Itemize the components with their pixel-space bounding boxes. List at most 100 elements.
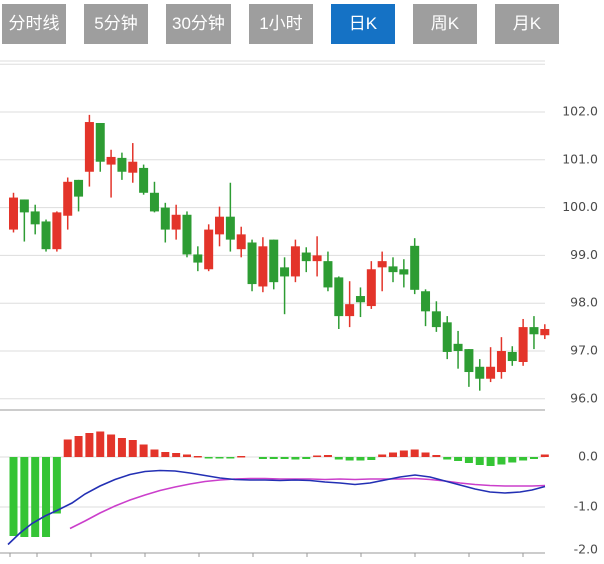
macd-histogram-bar (107, 434, 116, 457)
candle-up (366, 269, 376, 307)
macd-histogram-bar (508, 457, 517, 463)
price-axis-label: 98.0 (570, 295, 598, 310)
price-axis-label: 100.0 (562, 199, 598, 214)
macd-histogram-bar (237, 456, 246, 458)
candle-up (204, 229, 214, 270)
candle-down (399, 269, 409, 275)
candle-down (388, 266, 398, 273)
candle-down (280, 267, 290, 277)
macd-histogram-bar (204, 457, 213, 459)
macd-histogram-bar (52, 457, 61, 514)
macd-histogram-bar (42, 457, 51, 537)
macd-histogram-bar (410, 449, 419, 457)
macd-histogram-bar (540, 454, 549, 457)
macd-histogram-bar (432, 455, 441, 457)
macd-histogram-bar (258, 457, 267, 459)
macd-histogram-bar (193, 456, 202, 458)
candle-up (215, 216, 225, 235)
macd-histogram-bar (226, 457, 235, 459)
tab-5min[interactable]: 5分钟 (84, 4, 148, 44)
macd-histogram-bar (74, 436, 83, 457)
macd-histogram-bar (519, 457, 528, 461)
macd-histogram-bar (63, 439, 72, 457)
candle-down (269, 239, 279, 283)
candle-down (160, 207, 170, 230)
macd-histogram-bar (345, 457, 354, 461)
macd-histogram-bar (9, 457, 18, 536)
tab-1hour[interactable]: 1小时 (248, 4, 313, 44)
candle-down (301, 252, 311, 262)
macd-histogram-bar (454, 457, 463, 461)
candle-down (95, 122, 105, 162)
candle-down (19, 199, 29, 213)
candle-down (182, 214, 192, 255)
price-axis-label: 101.0 (562, 151, 598, 166)
macd-histogram-bar (367, 457, 376, 460)
candle-up (9, 197, 18, 230)
candle-down (355, 296, 365, 303)
macd-histogram-bar (139, 444, 148, 457)
macd-histogram-bar (486, 457, 495, 466)
tab-weekly-k[interactable]: 周K (412, 4, 477, 44)
macd-histogram-bar (497, 457, 506, 465)
candle-up (171, 214, 181, 230)
candle-up (540, 329, 550, 336)
tab-30min[interactable]: 30分钟 (166, 4, 231, 44)
candle-down (475, 366, 485, 379)
price-axis-label: 96.0 (570, 390, 598, 405)
dif-line (7, 469, 546, 546)
candle-down (149, 192, 159, 212)
macd-histogram-bar (96, 431, 105, 457)
macd-histogram-bar (172, 453, 181, 457)
macd-histogram-bar (313, 455, 322, 457)
candle-up (128, 161, 138, 173)
candle-up (312, 255, 322, 262)
macd-histogram-bar (529, 457, 538, 459)
macd-histogram-bar (443, 457, 452, 460)
candle-down (507, 351, 517, 362)
candle-down (30, 211, 40, 225)
candle-up (486, 366, 496, 379)
price-axis-label: 102.0 (562, 104, 598, 119)
candle-down (117, 157, 127, 172)
candle-down (421, 291, 431, 312)
candle-up (236, 234, 246, 250)
macd-histogram-bar (464, 457, 473, 463)
macd-histogram-bar (280, 457, 289, 459)
macd-histogram-bar (399, 450, 408, 457)
macd-histogram-bar (323, 455, 332, 457)
candle-up (63, 181, 73, 216)
candle-up (345, 304, 355, 317)
candle-down (442, 322, 452, 352)
macd-histogram-bar (117, 438, 126, 457)
macd-histogram-bar (302, 457, 311, 459)
tab-daily-k[interactable]: 日K (330, 4, 395, 44)
tab-timeline[interactable]: 分时线 (2, 4, 66, 44)
macd-histogram-bar (215, 457, 224, 459)
macd-histogram-bar (475, 457, 484, 465)
candle-down (74, 179, 84, 197)
candle-up (496, 351, 506, 373)
price-axis-label: 97.0 (570, 343, 598, 358)
candle-up (258, 246, 268, 287)
macd-histogram-bar (356, 457, 365, 461)
candle-up (106, 156, 116, 165)
macd-histogram-bar (85, 433, 94, 457)
macd-histogram-bar (421, 452, 430, 457)
candle-down (453, 343, 463, 351)
macd-histogram-bar (161, 452, 170, 457)
tab-monthly-k[interactable]: 月K (494, 4, 559, 44)
candle-down (431, 311, 441, 328)
macd-axis-label: -1.0 (574, 499, 598, 514)
macd-axis-label: -2.0 (574, 542, 598, 557)
candle-down (529, 327, 539, 335)
macd-histogram-bar (389, 452, 398, 457)
macd-histogram-bar (31, 457, 40, 537)
candle-up (84, 122, 94, 172)
macd-histogram-bar (269, 457, 278, 459)
candle-up (290, 246, 300, 277)
macd-histogram-bar (378, 454, 387, 457)
candle-down (323, 261, 333, 288)
